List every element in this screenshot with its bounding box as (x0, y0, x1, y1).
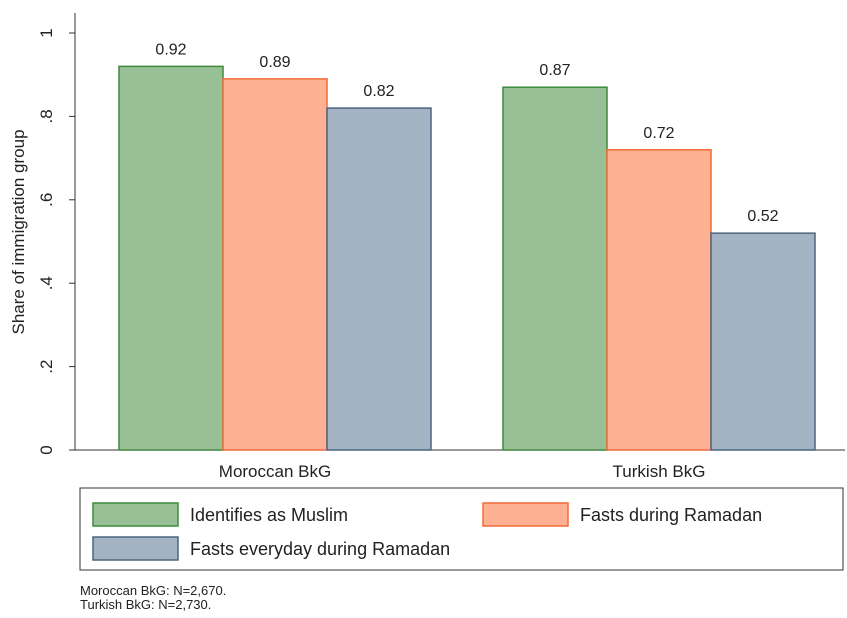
note: Moroccan BkG: N=2,670. (80, 583, 226, 598)
y-tick-label: .2 (37, 360, 56, 374)
y-axis-title: Share of immigration group (9, 129, 28, 334)
value-label: 0.92 (155, 41, 186, 58)
x-tick-label: Moroccan BkG (219, 462, 331, 481)
bar (222, 78, 328, 451)
y-tick-label: 0 (37, 445, 56, 454)
value-label: 0.52 (747, 208, 778, 225)
legend-label: Fasts everyday during Ramadan (190, 539, 450, 559)
x-tick-label: Turkish BkG (613, 462, 706, 481)
legend-swatch (92, 536, 179, 561)
y-tick-label: .8 (37, 109, 56, 123)
value-label: 0.82 (363, 83, 394, 100)
note: Turkish BkG: N=2,730. (80, 597, 211, 612)
y-tick-label: .6 (37, 193, 56, 207)
bar (118, 65, 224, 451)
y-tick-label: .4 (37, 276, 56, 290)
value-label: 0.72 (643, 125, 674, 142)
legend-swatch (92, 502, 179, 527)
bar (326, 107, 432, 451)
legend-label: Identifies as Muslim (190, 505, 348, 525)
value-label: 0.89 (259, 54, 290, 71)
bar (502, 86, 608, 451)
bar (710, 232, 816, 451)
legend-swatch (482, 502, 569, 527)
legend-box (79, 487, 844, 571)
value-label: 0.87 (539, 62, 570, 79)
y-tick-label: 1 (37, 28, 56, 37)
bar (606, 149, 712, 451)
legend-label: Fasts during Ramadan (580, 505, 762, 525)
